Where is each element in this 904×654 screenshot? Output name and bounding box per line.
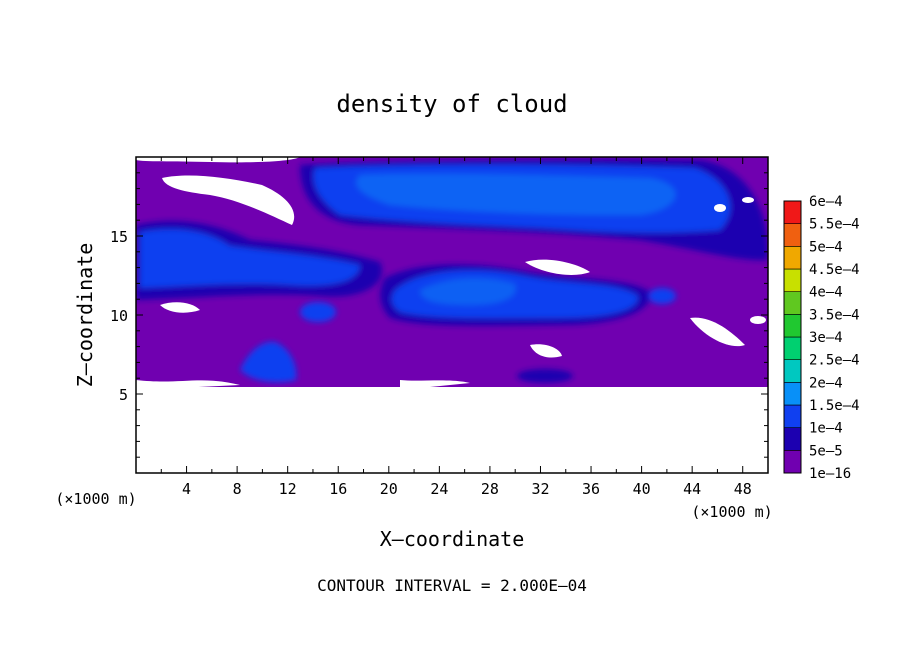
x-tick-label: 16 [329,480,347,498]
x-tick-label: 20 [380,480,398,498]
x-axis: 4 8 12 16 20 24 28 32 36 40 44 48 [160,157,752,498]
x-axis-label: X–coordinate [380,527,525,551]
colorbar-frame [783,200,802,474]
colorbar-swatch [783,450,802,474]
colorbar-level-label: 1e–4 [809,421,843,437]
x-tick-label: 12 [279,480,297,498]
colorbar-level-label: 2.5e–4 [809,353,860,369]
x-tick-label: 40 [633,480,651,498]
colorbar-swatch [783,223,802,247]
colorbar-level-label: 4.5e–4 [809,262,860,278]
x-tick-label: 28 [481,480,499,498]
colorbar-swatch [783,246,802,270]
y-tick-label: 5 [119,386,128,404]
region-upper-light [356,173,676,216]
colorbar-swatch [783,336,802,360]
colorbar-level-label: 6e–4 [809,194,843,210]
chart-title: density of cloud [336,90,567,118]
colorbar-level-label: 5e–5 [809,443,843,459]
colorbar-swatch [783,359,802,383]
region-mid-light-center [420,278,516,305]
y-tick-label: 15 [110,228,128,246]
x-tick-label: 44 [683,480,701,498]
region-mid-core-left [140,229,360,288]
region-low-blob [517,369,573,383]
x-units-left: (×1000 m) [55,490,136,508]
colorbar-level-label: 1.5e–4 [809,398,860,414]
x-tick-label: 4 [182,480,191,498]
colorbar-swatch [783,382,802,406]
colorbar-level-label: 5.5e–4 [809,217,860,233]
colorbar: 1e–16 5e–5 1e–4 1.5e–4 2e–4 2.5e–4 3e–4 3.5e–4 4… [783,194,860,482]
colorbar-level-label: 3.5e–4 [809,307,860,323]
region-small-blob-2 [648,288,676,304]
colorbar-level-label: 2e–4 [809,375,843,391]
x-tick-label: 32 [531,480,549,498]
colorbar-swatch [783,427,802,451]
x-tick-label: 24 [430,480,448,498]
colorbar-level-label: 1e–16 [809,466,851,482]
colorbar-swatch [783,268,802,292]
contour-interval-note: CONTOUR INTERVAL = 2.000E–04 [317,576,587,595]
x-tick-label: 36 [582,480,600,498]
y-axis: 5 10 15 [110,172,768,458]
colorbar-swatch [783,314,802,338]
colorbar-level-label: 3e–4 [809,330,843,346]
clear-regions [136,157,768,473]
x-tick-label: 8 [233,480,242,498]
y-axis-label: Z–coordinate [73,243,97,388]
colorbar-swatch [783,291,802,315]
colorbar-swatch [783,200,802,224]
x-tick-label: 48 [734,480,752,498]
colorbar-swatch [783,404,802,428]
region-low-plume [240,341,297,383]
colorbar-level-label: 4e–4 [809,285,843,301]
colorbar-level-label: 5e–4 [809,239,843,255]
y-tick-label: 10 [110,307,128,325]
x-units-right: (×1000 m) [691,503,772,521]
plot-area [136,157,768,473]
region-small-blob-1 [300,302,336,322]
